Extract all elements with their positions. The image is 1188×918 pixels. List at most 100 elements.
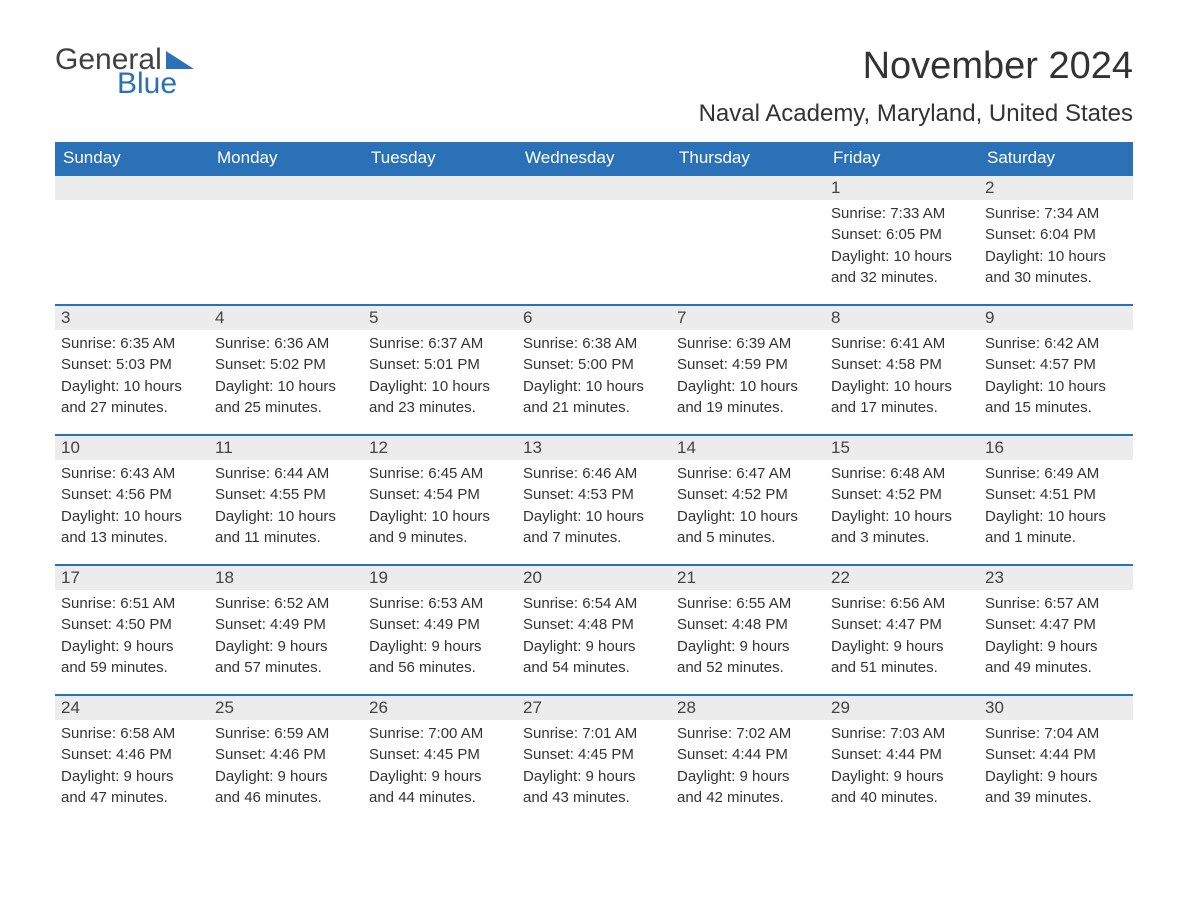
day-cell: 30Sunrise: 7:04 AMSunset: 4:44 PMDayligh…: [979, 696, 1133, 824]
day-number: 11: [209, 436, 363, 460]
sunset-line: Sunset: 4:44 PM: [831, 745, 973, 765]
day-cell: 23Sunrise: 6:57 AMSunset: 4:47 PMDayligh…: [979, 566, 1133, 694]
day-number: 5: [363, 306, 517, 330]
daylight-line-2: and 46 minutes.: [215, 788, 357, 808]
sunrise-line: Sunrise: 6:59 AM: [215, 724, 357, 744]
day-number: 8: [825, 306, 979, 330]
daylight-line-1: Daylight: 10 hours: [677, 507, 819, 527]
sunset-line: Sunset: 4:44 PM: [985, 745, 1127, 765]
day-header: Saturday: [979, 142, 1133, 174]
daylight-line-2: and 42 minutes.: [677, 788, 819, 808]
sunrise-line: Sunrise: 7:03 AM: [831, 724, 973, 744]
day-details: Sunrise: 6:44 AMSunset: 4:55 PMDaylight:…: [209, 460, 363, 559]
daylight-line-1: Daylight: 9 hours: [215, 767, 357, 787]
week-row: 24Sunrise: 6:58 AMSunset: 4:46 PMDayligh…: [55, 694, 1133, 824]
daylight-line-2: and 19 minutes.: [677, 398, 819, 418]
sunrise-line: Sunrise: 6:43 AM: [61, 464, 203, 484]
day-cell: 15Sunrise: 6:48 AMSunset: 4:52 PMDayligh…: [825, 436, 979, 564]
day-number: 12: [363, 436, 517, 460]
day-details: Sunrise: 6:57 AMSunset: 4:47 PMDaylight:…: [979, 590, 1133, 689]
daylight-line-2: and 54 minutes.: [523, 658, 665, 678]
daylight-line-1: Daylight: 10 hours: [985, 247, 1127, 267]
sunrise-line: Sunrise: 6:39 AM: [677, 334, 819, 354]
day-number: 20: [517, 566, 671, 590]
sunset-line: Sunset: 4:53 PM: [523, 485, 665, 505]
sunset-line: Sunset: 4:50 PM: [61, 615, 203, 635]
daylight-line-1: Daylight: 9 hours: [831, 767, 973, 787]
sunset-line: Sunset: 4:56 PM: [61, 485, 203, 505]
day-cell: 9Sunrise: 6:42 AMSunset: 4:57 PMDaylight…: [979, 306, 1133, 434]
daylight-line-1: Daylight: 10 hours: [523, 507, 665, 527]
day-cell: 22Sunrise: 6:56 AMSunset: 4:47 PMDayligh…: [825, 566, 979, 694]
day-cell: 19Sunrise: 6:53 AMSunset: 4:49 PMDayligh…: [363, 566, 517, 694]
sunrise-line: Sunrise: 6:56 AM: [831, 594, 973, 614]
location-subtitle: Naval Academy, Maryland, United States: [699, 100, 1133, 128]
daylight-line-2: and 32 minutes.: [831, 268, 973, 288]
day-details: Sunrise: 6:37 AMSunset: 5:01 PMDaylight:…: [363, 330, 517, 429]
daylight-line-2: and 56 minutes.: [369, 658, 511, 678]
sunrise-line: Sunrise: 6:37 AM: [369, 334, 511, 354]
day-details: Sunrise: 7:00 AMSunset: 4:45 PMDaylight:…: [363, 720, 517, 819]
daylight-line-2: and 27 minutes.: [61, 398, 203, 418]
daylight-line-1: Daylight: 10 hours: [61, 507, 203, 527]
sunset-line: Sunset: 6:05 PM: [831, 225, 973, 245]
day-number: 19: [363, 566, 517, 590]
day-details: Sunrise: 6:43 AMSunset: 4:56 PMDaylight:…: [55, 460, 209, 559]
day-details: Sunrise: 6:56 AMSunset: 4:47 PMDaylight:…: [825, 590, 979, 689]
day-cell: 14Sunrise: 6:47 AMSunset: 4:52 PMDayligh…: [671, 436, 825, 564]
day-cell: 20Sunrise: 6:54 AMSunset: 4:48 PMDayligh…: [517, 566, 671, 694]
daylight-line-1: Daylight: 9 hours: [523, 767, 665, 787]
day-cell: [55, 176, 209, 304]
sunset-line: Sunset: 4:44 PM: [677, 745, 819, 765]
day-number: 21: [671, 566, 825, 590]
empty-day: [363, 176, 517, 200]
sunrise-line: Sunrise: 7:34 AM: [985, 204, 1127, 224]
day-header: Tuesday: [363, 142, 517, 174]
day-cell: 6Sunrise: 6:38 AMSunset: 5:00 PMDaylight…: [517, 306, 671, 434]
day-details: Sunrise: 6:36 AMSunset: 5:02 PMDaylight:…: [209, 330, 363, 429]
sunrise-line: Sunrise: 6:44 AM: [215, 464, 357, 484]
day-number: 3: [55, 306, 209, 330]
day-details: Sunrise: 6:52 AMSunset: 4:49 PMDaylight:…: [209, 590, 363, 689]
day-cell: 3Sunrise: 6:35 AMSunset: 5:03 PMDaylight…: [55, 306, 209, 434]
day-cell: 29Sunrise: 7:03 AMSunset: 4:44 PMDayligh…: [825, 696, 979, 824]
day-cell: 21Sunrise: 6:55 AMSunset: 4:48 PMDayligh…: [671, 566, 825, 694]
daylight-line-1: Daylight: 10 hours: [831, 247, 973, 267]
day-cell: 8Sunrise: 6:41 AMSunset: 4:58 PMDaylight…: [825, 306, 979, 434]
sunset-line: Sunset: 4:49 PM: [215, 615, 357, 635]
day-number: 4: [209, 306, 363, 330]
day-details: Sunrise: 6:45 AMSunset: 4:54 PMDaylight:…: [363, 460, 517, 559]
sunrise-line: Sunrise: 6:57 AM: [985, 594, 1127, 614]
sunrise-line: Sunrise: 6:49 AM: [985, 464, 1127, 484]
day-number: 18: [209, 566, 363, 590]
daylight-line-1: Daylight: 9 hours: [369, 767, 511, 787]
day-details: Sunrise: 7:02 AMSunset: 4:44 PMDaylight:…: [671, 720, 825, 819]
daylight-line-2: and 49 minutes.: [985, 658, 1127, 678]
day-number: 1: [825, 176, 979, 200]
day-number: 22: [825, 566, 979, 590]
daylight-line-2: and 51 minutes.: [831, 658, 973, 678]
calendar: SundayMondayTuesdayWednesdayThursdayFrid…: [55, 142, 1133, 824]
day-details: Sunrise: 6:54 AMSunset: 4:48 PMDaylight:…: [517, 590, 671, 689]
empty-day: [55, 176, 209, 200]
sunrise-line: Sunrise: 6:35 AM: [61, 334, 203, 354]
daylight-line-1: Daylight: 9 hours: [523, 637, 665, 657]
day-details: Sunrise: 6:59 AMSunset: 4:46 PMDaylight:…: [209, 720, 363, 819]
daylight-line-2: and 40 minutes.: [831, 788, 973, 808]
daylight-line-1: Daylight: 9 hours: [677, 637, 819, 657]
day-details: Sunrise: 6:58 AMSunset: 4:46 PMDaylight:…: [55, 720, 209, 819]
sunset-line: Sunset: 4:58 PM: [831, 355, 973, 375]
day-details: Sunrise: 6:47 AMSunset: 4:52 PMDaylight:…: [671, 460, 825, 559]
day-cell: 1Sunrise: 7:33 AMSunset: 6:05 PMDaylight…: [825, 176, 979, 304]
sunrise-line: Sunrise: 6:48 AM: [831, 464, 973, 484]
sunrise-line: Sunrise: 6:36 AM: [215, 334, 357, 354]
day-details: Sunrise: 6:49 AMSunset: 4:51 PMDaylight:…: [979, 460, 1133, 559]
calendar-header-row: SundayMondayTuesdayWednesdayThursdayFrid…: [55, 142, 1133, 174]
daylight-line-2: and 52 minutes.: [677, 658, 819, 678]
week-row: 10Sunrise: 6:43 AMSunset: 4:56 PMDayligh…: [55, 434, 1133, 564]
daylight-line-1: Daylight: 9 hours: [61, 637, 203, 657]
day-details: Sunrise: 6:38 AMSunset: 5:00 PMDaylight:…: [517, 330, 671, 429]
daylight-line-1: Daylight: 10 hours: [369, 377, 511, 397]
header: General Blue November 2024 Naval Academy…: [55, 45, 1133, 128]
sunrise-line: Sunrise: 6:38 AM: [523, 334, 665, 354]
